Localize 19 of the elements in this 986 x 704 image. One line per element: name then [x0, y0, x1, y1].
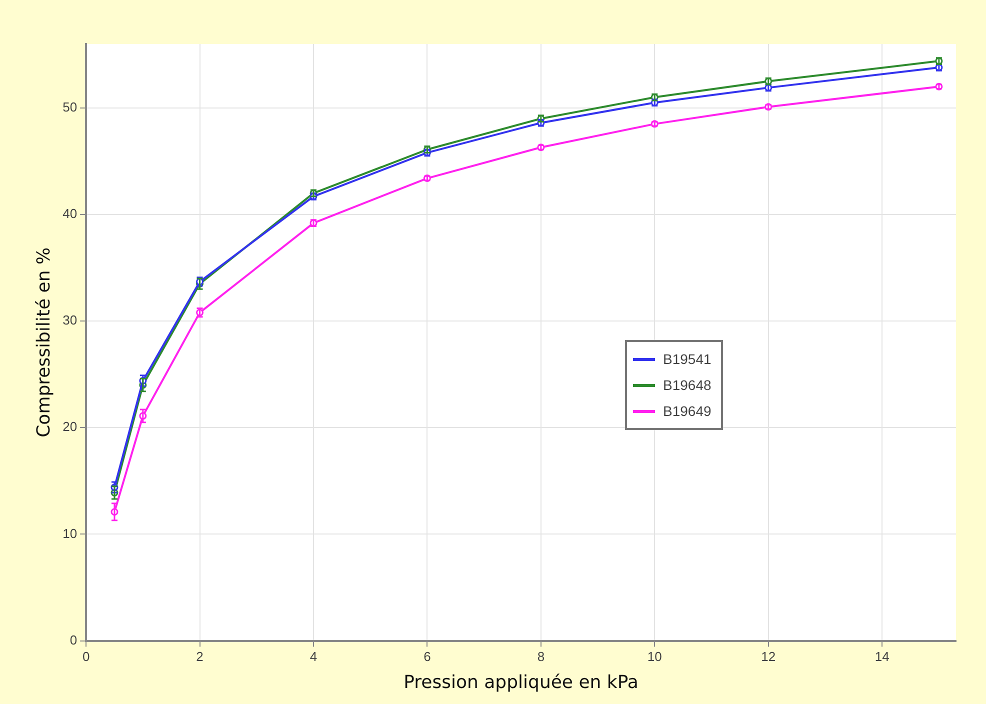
y-tick-label: 10 [62, 526, 78, 541]
legend-label: B19648 [663, 377, 712, 393]
x-tick-label: 4 [310, 649, 318, 664]
x-tick-label: 6 [424, 649, 431, 664]
legend-label: B19649 [663, 403, 712, 419]
y-axis-title: Compressibilité en % [33, 247, 54, 438]
y-tick-label: 0 [70, 632, 78, 648]
x-tick-label: 14 [874, 649, 890, 664]
x-tick-label: 2 [196, 649, 204, 664]
x-tick-label: 12 [761, 649, 776, 664]
x-tick-label: 0 [82, 649, 90, 664]
y-tick-label: 50 [62, 100, 78, 115]
x-axis-title: Pression appliquée en kPa [404, 672, 638, 693]
x-tick-label: 8 [537, 649, 545, 664]
x-tick-label: 10 [647, 649, 662, 664]
y-tick-label: 40 [62, 206, 78, 222]
y-tick-label: 20 [62, 419, 78, 434]
legend-label: B19541 [663, 351, 712, 367]
y-tick-label: 30 [62, 312, 78, 328]
